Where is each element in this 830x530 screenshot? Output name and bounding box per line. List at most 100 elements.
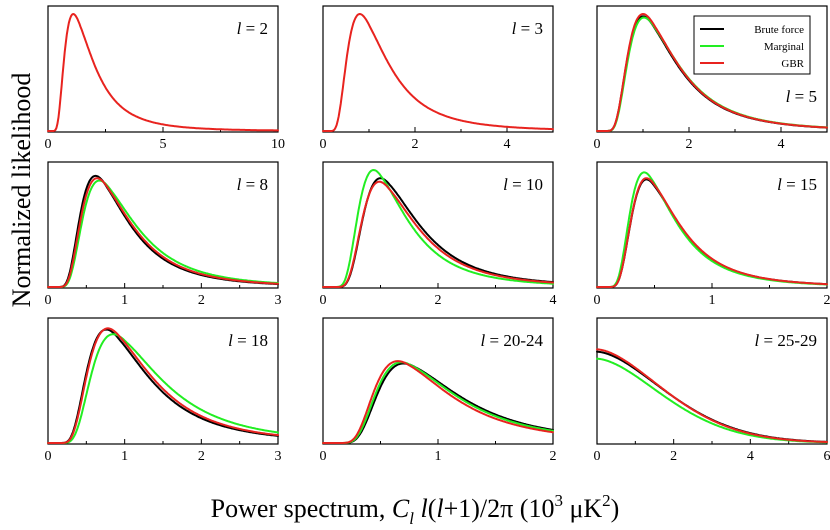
panel-label-eq: = bbox=[241, 175, 259, 194]
x-tick-label: 2 bbox=[824, 293, 830, 308]
series-gbr bbox=[596, 177, 828, 288]
x-tick-label: 0 bbox=[594, 293, 601, 308]
x-tick-label: 2 bbox=[198, 293, 205, 308]
x-axis-title-exp3: 3 bbox=[554, 491, 563, 510]
panel-label: l = 3 bbox=[512, 19, 543, 38]
panel-label: l = 5 bbox=[786, 87, 817, 106]
series-brute-force bbox=[322, 362, 554, 444]
panel-label: l = 20-24 bbox=[481, 331, 544, 350]
x-axis-title-l1: l bbox=[420, 494, 427, 523]
panel-label-l: l bbox=[786, 87, 791, 106]
series-gbr bbox=[322, 360, 554, 444]
panel-6: 0 1 2 3 l = 18 bbox=[45, 317, 282, 464]
panel-label-l: l bbox=[228, 331, 233, 350]
panel-label-value: 2 bbox=[260, 19, 269, 38]
series-marginal bbox=[322, 169, 554, 288]
x-axis-title: Power spectrum, Cl l(l+1)/2π (103 μK2) bbox=[211, 491, 620, 528]
panel-label-eq: = bbox=[516, 19, 534, 38]
x-tick-label: 2 bbox=[686, 137, 693, 152]
panel-frame bbox=[322, 5, 554, 133]
x-tick-label: 1 bbox=[709, 293, 716, 308]
x-tick-label: 6 bbox=[824, 449, 830, 464]
panel-label-eq: = bbox=[508, 175, 526, 194]
x-tick-label: 0 bbox=[320, 293, 327, 308]
panel-label: l = 8 bbox=[237, 175, 268, 194]
panel-label-value: 18 bbox=[251, 331, 268, 350]
x-tick-label: 4 bbox=[550, 293, 557, 308]
panel-7: 0 1 2 l = 20-24 bbox=[320, 317, 557, 464]
panel-label: l = 25-29 bbox=[755, 331, 818, 350]
legend-label: Brute force bbox=[754, 24, 804, 36]
panels: 0 5 10l = 20 2 4l = 30 2 4l = 50 1 2 3l = 80 2 4l =… bbox=[45, 5, 830, 464]
x-tick-label: 1 bbox=[435, 449, 442, 464]
x-tick-label: 0 bbox=[45, 449, 52, 464]
panel-label-eq: = bbox=[241, 19, 259, 38]
x-axis-title-paren: ( bbox=[428, 494, 437, 523]
x-axis-title-prefix: Power spectrum, bbox=[211, 494, 392, 523]
panel-label-value: 20-24 bbox=[503, 331, 543, 350]
x-tick-label: 2 bbox=[670, 449, 677, 464]
panel-label: l = 15 bbox=[777, 175, 817, 194]
panel-1: 0 2 4 l = 3 bbox=[320, 5, 554, 152]
series-gbr bbox=[47, 177, 279, 288]
series-gbr bbox=[322, 180, 554, 288]
series-gbr bbox=[47, 13, 279, 132]
x-tick-label: 0 bbox=[45, 137, 52, 152]
panel-8: 0 2 4 6 l = 25-29 bbox=[594, 317, 830, 464]
x-tick-label: 2 bbox=[412, 137, 419, 152]
panel-label-eq: = bbox=[759, 331, 777, 350]
panel-0: 0 5 10 l = 2 bbox=[45, 5, 285, 152]
x-tick-label: 3 bbox=[275, 293, 282, 308]
x-axis-title-close: ) bbox=[611, 494, 620, 523]
x-axis-title-exp2: 2 bbox=[602, 491, 611, 510]
series-marginal bbox=[47, 333, 279, 444]
x-axis-title-plus: +1)/2π (10 bbox=[444, 494, 555, 523]
x-axis-title-unit: μK bbox=[563, 494, 602, 523]
x-tick-label: 2 bbox=[435, 293, 442, 308]
x-tick-label: 1 bbox=[121, 293, 128, 308]
x-tick-label: 2 bbox=[198, 449, 205, 464]
panel-5: 0 1 2 l = 15 bbox=[594, 161, 830, 308]
panel-label: l = 10 bbox=[503, 175, 543, 194]
series-marginal bbox=[322, 361, 554, 444]
panel-label-l: l bbox=[481, 331, 486, 350]
series-marginal bbox=[596, 357, 828, 444]
series-gbr bbox=[596, 348, 828, 443]
panel-3: 0 1 2 3 l = 8 bbox=[45, 161, 282, 308]
panel-label-l: l bbox=[503, 175, 508, 194]
panel-label-l: l bbox=[777, 175, 782, 194]
panel-label-eq: = bbox=[233, 331, 251, 350]
y-axis-title: Normalized likelihood bbox=[7, 73, 36, 308]
x-tick-label: 3 bbox=[275, 449, 282, 464]
panel-label-value: 15 bbox=[800, 175, 817, 194]
series-marginal bbox=[47, 179, 279, 288]
x-tick-label: 4 bbox=[747, 449, 754, 464]
x-tick-label: 0 bbox=[45, 293, 52, 308]
x-axis-title-C-sub: l bbox=[409, 509, 414, 528]
panel-label-eq: = bbox=[485, 331, 503, 350]
panel-label-l: l bbox=[512, 19, 517, 38]
panel-label-eq: = bbox=[782, 175, 800, 194]
panel-label: l = 18 bbox=[228, 331, 268, 350]
x-tick-label: 10 bbox=[271, 137, 285, 152]
panel-label-l: l bbox=[237, 19, 242, 38]
panel-4: 0 2 4 l = 10 bbox=[320, 161, 557, 308]
panel-label-l: l bbox=[755, 331, 760, 350]
legend-label: GBR bbox=[781, 58, 804, 70]
x-tick-label: 5 bbox=[160, 137, 167, 152]
x-tick-label: 2 bbox=[550, 449, 557, 464]
x-tick-label: 0 bbox=[594, 137, 601, 152]
x-tick-label: 0 bbox=[594, 449, 601, 464]
panel-label-eq: = bbox=[790, 87, 808, 106]
series-brute-force bbox=[596, 178, 828, 288]
panel-label: l = 2 bbox=[237, 19, 268, 38]
x-tick-label: 4 bbox=[778, 137, 785, 152]
panel-label-value: 5 bbox=[809, 87, 818, 106]
panel-label-value: 8 bbox=[260, 175, 269, 194]
panel-label-value: 25-29 bbox=[777, 331, 817, 350]
series-gbr bbox=[596, 13, 828, 132]
panel-label-value: 10 bbox=[526, 175, 543, 194]
x-tick-label: 4 bbox=[504, 137, 511, 152]
series-gbr bbox=[47, 327, 279, 444]
